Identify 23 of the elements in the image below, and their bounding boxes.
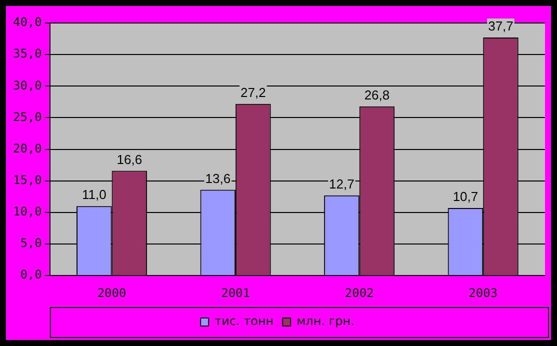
data-label: 26,8 bbox=[364, 87, 390, 102]
y-tick-label: 40,0 bbox=[12, 15, 42, 30]
x-tick-label: 2002 bbox=[344, 286, 374, 300]
data-label: 27,2 bbox=[240, 84, 266, 100]
legend-label: млн. грн. bbox=[296, 314, 354, 328]
y-tick-label: 35,0 bbox=[12, 46, 42, 61]
data-label: 12,7 bbox=[329, 176, 354, 192]
y-tick-label: 25,0 bbox=[12, 110, 42, 124]
data-label: 11,0 bbox=[82, 187, 106, 202]
x-tick-label: 2000 bbox=[97, 286, 126, 300]
data-label: 13,6 bbox=[205, 170, 231, 186]
legend-label: тис. тонн bbox=[214, 314, 274, 328]
y-tick-label: 15,0 bbox=[12, 173, 42, 187]
data-label: 10,7 bbox=[452, 189, 478, 204]
y-tick-label: 30,0 bbox=[12, 78, 42, 92]
x-tick-label: 2003 bbox=[468, 286, 498, 300]
y-tick-label: 0,0 bbox=[20, 268, 42, 282]
y-tick-label: 20,0 bbox=[12, 141, 42, 156]
y-tick-label: 5,0 bbox=[20, 236, 42, 250]
y-tick-label: 10,0 bbox=[12, 204, 42, 219]
data-label: 37,7 bbox=[488, 18, 514, 34]
data-label: 16,6 bbox=[116, 152, 142, 167]
x-tick-label: 2001 bbox=[221, 286, 250, 300]
